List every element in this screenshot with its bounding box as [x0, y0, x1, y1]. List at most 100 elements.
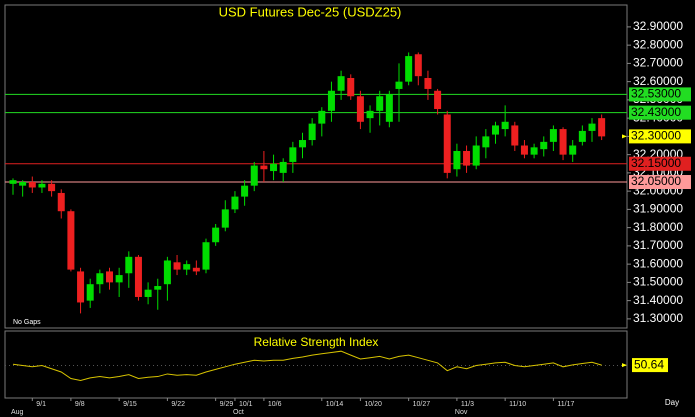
candle-body	[250, 165, 258, 186]
y-tick-label: 31.40000	[633, 293, 683, 307]
rsi-value-box	[632, 358, 668, 373]
x-tick-label: 10/6	[268, 401, 282, 408]
level-box	[629, 105, 691, 120]
level-box	[629, 156, 691, 171]
candle-body	[598, 118, 606, 137]
candle-body	[28, 182, 36, 188]
candle-body	[424, 77, 432, 89]
candle-body	[569, 145, 577, 155]
level-label: 32.15000	[631, 156, 681, 170]
x-tick-label: 9/29	[220, 401, 234, 408]
level-label: 32.53000	[631, 87, 681, 101]
x-tick-label: 10/27	[413, 401, 431, 408]
y-tick-label: 31.90000	[633, 202, 683, 216]
candle-body	[356, 96, 364, 122]
candle-body	[134, 256, 142, 297]
candle-body	[38, 183, 46, 188]
x-tick-label: 10/1	[239, 401, 253, 408]
x-tick-label: 11/17	[557, 401, 574, 408]
candle-body	[395, 81, 403, 89]
candle-body	[318, 110, 326, 124]
candle-body	[472, 145, 480, 166]
candle-body	[414, 54, 422, 77]
candle-body	[96, 273, 104, 285]
rsi-value-label: 50.64	[634, 357, 664, 371]
candle-body	[540, 141, 548, 150]
candle-body	[482, 136, 490, 148]
rsi-title: Relative Strength Index	[254, 335, 379, 349]
level-box	[629, 87, 691, 102]
candle-body	[578, 130, 586, 142]
candle-body	[501, 121, 509, 130]
candle-body	[183, 264, 191, 270]
candle-body	[463, 150, 471, 166]
month-label: Nov	[455, 409, 468, 416]
level-box	[629, 175, 691, 190]
candle-body	[434, 90, 442, 110]
x-tick-label: 9/1	[36, 401, 46, 408]
note: No Gaps	[13, 319, 41, 326]
y-tick-label: 31.60000	[633, 256, 683, 270]
candle-body	[173, 262, 181, 270]
candle-body	[115, 275, 123, 283]
candle-body	[530, 147, 538, 155]
candle-body	[511, 125, 519, 146]
candle-body	[144, 289, 152, 297]
y-tick-label: 32.70000	[633, 56, 683, 70]
candle-body	[405, 56, 413, 82]
candle-body	[453, 150, 461, 170]
candle-body	[366, 110, 374, 119]
candle-body	[202, 242, 210, 270]
x-tick-label: 11/3	[461, 401, 474, 408]
rsi-arrow	[622, 363, 627, 368]
month-label: Aug	[11, 409, 24, 416]
rsi-panel	[4, 330, 628, 399]
last-price-arrow	[622, 134, 627, 139]
candle-body	[67, 211, 75, 270]
candle-body	[221, 209, 229, 228]
x-axis-label: Day	[665, 398, 679, 407]
y-tick-label: 31.50000	[633, 275, 683, 289]
level-label: 32.05000	[631, 174, 681, 188]
last-price-box	[629, 129, 691, 144]
month-label: Oct	[233, 409, 244, 416]
candle-body	[77, 271, 85, 303]
last-price-label: 32.30000	[631, 129, 681, 143]
price-panel	[4, 4, 628, 329]
chart-title: USD Futures Dec-25 (USDZ25)	[219, 4, 402, 19]
x-tick-label: 10/20	[364, 401, 382, 408]
candle-body	[520, 145, 528, 155]
x-tick-label: 11/10	[509, 401, 526, 408]
x-tick-label: 10/14	[326, 401, 344, 408]
rsi-line	[12, 350, 602, 381]
candle-body	[154, 286, 162, 290]
candle-body	[376, 96, 384, 111]
y-tick-label: 32.80000	[633, 37, 683, 51]
y-tick-label: 32.90000	[633, 19, 683, 33]
candle-body	[385, 94, 393, 122]
candle-body	[163, 260, 171, 285]
candle-body	[347, 77, 355, 97]
x-tick-label: 9/15	[123, 401, 137, 408]
candle-body	[299, 140, 306, 148]
candle-body	[231, 196, 239, 210]
candle-body	[270, 163, 278, 172]
candle-body	[57, 192, 65, 212]
candle-body	[337, 76, 345, 91]
candle-body	[19, 182, 27, 186]
candle-body	[549, 129, 557, 142]
candle-body	[9, 180, 17, 184]
candle-body	[443, 114, 451, 173]
candle-body	[289, 147, 297, 162]
candle-body	[260, 165, 268, 170]
candle-body	[492, 125, 499, 135]
level-label: 32.43000	[631, 105, 681, 119]
candle-body	[192, 267, 200, 272]
candle-body	[125, 256, 133, 274]
y-tick-label: 32.60000	[633, 74, 683, 88]
candle-body	[308, 123, 316, 141]
candle-body	[279, 161, 287, 173]
